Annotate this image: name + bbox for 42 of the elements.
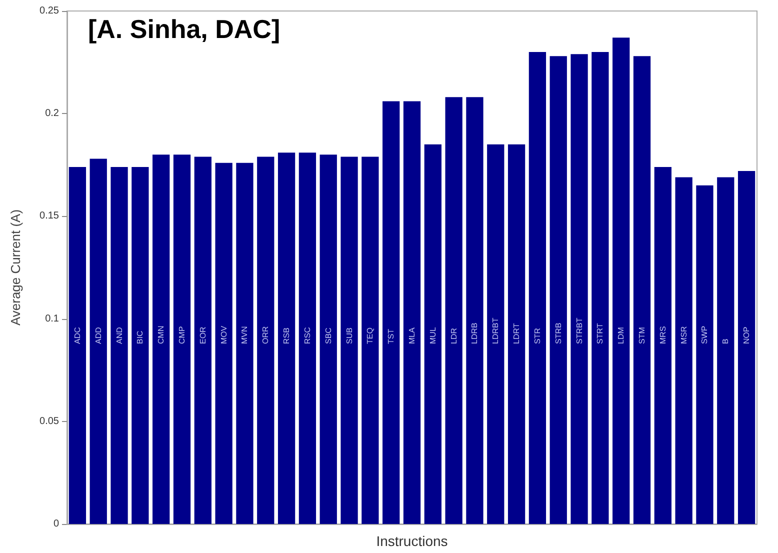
y-tick-label: 0.15 [40,210,60,222]
x-tick-label: LDM [616,326,626,344]
x-tick-label: RSC [302,326,312,344]
x-tick-label: MLA [408,326,416,344]
y-axis-title: Average Current (A) [8,209,23,326]
x-tick-label: LDRB [470,322,480,344]
x-tick-label: EOR [198,326,208,344]
x-tick-label: SUB [344,328,354,344]
y-tick-label: 0.25 [40,6,60,16]
x-tick-label: ADC [72,326,82,344]
x-tick-label: BIC [136,330,145,344]
x-tick-label: CMP [178,326,186,344]
x-tick-label: TEQ [366,328,375,344]
x-tick-label: STRT [596,323,605,344]
x-tick-label: CMN [156,326,166,344]
x-tick-label: STM [638,326,646,344]
x-tick-label: SWP [700,326,710,344]
x-tick-label: ORR [261,326,270,344]
x-tick-label: MSR [679,326,688,344]
x-tick-label: STRBT [574,318,584,344]
x-tick-label: LDRBT [491,318,500,344]
y-tick-label: 0.05 [40,416,60,427]
y-tick-label: 0.2 [45,108,60,120]
x-tick-label: STR [532,328,542,344]
x-tick-label: STRB [554,322,563,344]
x-tick-label: RSB [282,328,292,344]
x-tick-label: MUL [428,326,438,344]
x-tick-label: AND [114,326,124,344]
x-tick-label: LDR [449,328,458,344]
x-tick-label: ADD [94,326,103,344]
x-tick-label: B [721,338,730,344]
x-tick-label: TST [386,328,396,344]
x-tick-label: LDRT [512,323,522,344]
y-tick-label: 0.1 [45,313,60,324]
annotation: [A. Sinha, DAC] [88,14,280,44]
x-tick-label: MVN [240,326,250,344]
y-tick-label: 0 [53,518,60,530]
x-tick-label: MOV [219,325,228,344]
x-axis-title: Instructions [376,533,448,549]
x-tick-label: SBC [324,327,333,344]
x-tick-label: MRS [658,326,668,344]
x-tick-label: NOP [742,326,752,344]
